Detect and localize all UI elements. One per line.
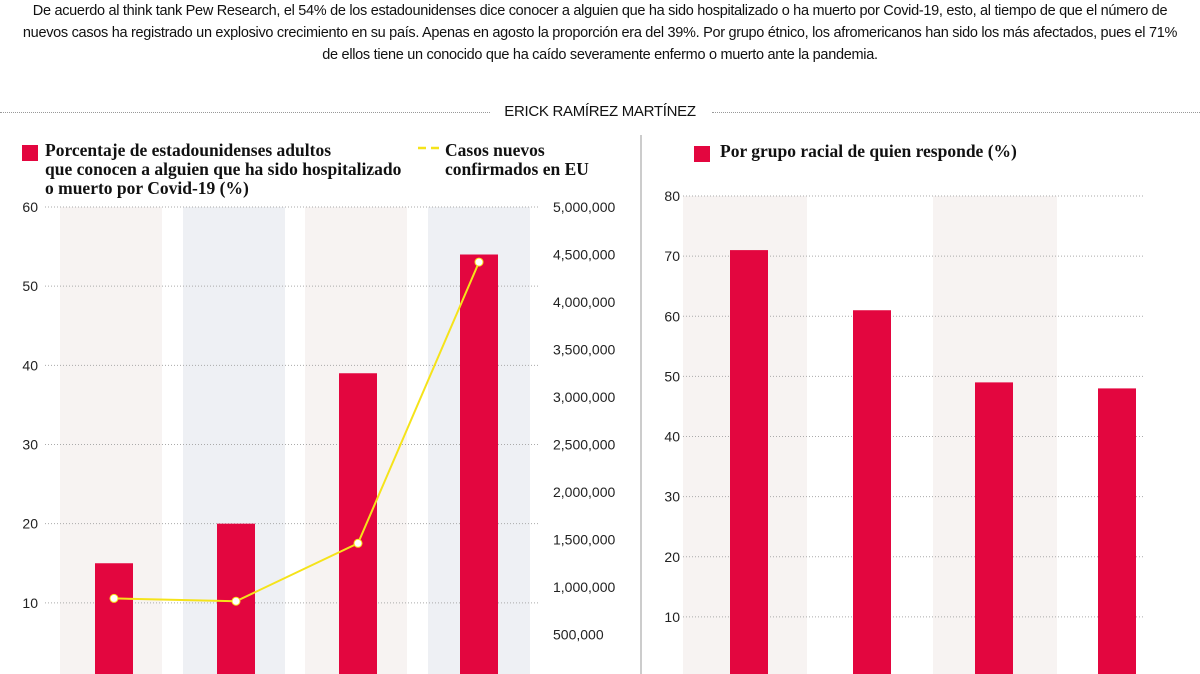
y-tick-label: 30 xyxy=(664,489,680,505)
y-tick-label: 40 xyxy=(664,429,680,445)
y-tick-label: 60 xyxy=(664,308,680,324)
bar xyxy=(1098,388,1136,674)
y-right-tick-label: 4,500,000 xyxy=(553,247,615,263)
line-point xyxy=(231,596,241,606)
y-right-tick-label: 4,000,000 xyxy=(553,294,615,310)
y-left-tick-label: 20 xyxy=(22,516,38,532)
y-left-tick-label: 60 xyxy=(22,199,38,215)
y-right-tick-label: 1,000,000 xyxy=(553,579,615,595)
y-left-tick-label: 10 xyxy=(22,595,38,611)
y-left-tick-label: 40 xyxy=(22,357,38,373)
y-right-tick-label: 3,500,000 xyxy=(553,342,615,358)
y-right-tick-label: 3,000,000 xyxy=(553,389,615,405)
y-tick-label: 10 xyxy=(664,609,680,625)
y-right-tick-label: 2,500,000 xyxy=(553,437,615,453)
y-tick-label: 20 xyxy=(664,549,680,565)
y-left-tick-label: 30 xyxy=(22,437,38,453)
legend-line-line-2: confirmados en EU xyxy=(445,159,589,179)
bar xyxy=(853,310,891,674)
legend-swatch-bar xyxy=(694,146,710,162)
line-point xyxy=(353,538,363,548)
y-left-tick-label: 50 xyxy=(22,278,38,294)
y-tick-label: 50 xyxy=(664,368,680,384)
legend-swatch-bar xyxy=(22,145,38,161)
divider xyxy=(712,112,1200,113)
legend-bar-line-2: que conocen a alguien que ha sido hospit… xyxy=(45,159,402,179)
line-point xyxy=(109,593,119,603)
divider xyxy=(0,112,490,113)
bar xyxy=(975,382,1013,674)
chart-race: Por grupo racial de quien responde (%) 8… xyxy=(664,141,1145,674)
chart-cases: Porcentaje de estadounidenses adultos qu… xyxy=(22,140,615,674)
y-tick-label: 70 xyxy=(664,248,680,264)
bar xyxy=(95,563,133,674)
y-right-tick-label: 1,500,000 xyxy=(553,532,615,548)
bar xyxy=(460,254,498,674)
legend-bar-line-1: Por grupo racial de quien responde (%) xyxy=(720,141,1017,161)
bar xyxy=(339,373,377,674)
legend-bar-line-1: Porcentaje de estadounidenses adultos xyxy=(45,140,331,160)
byline: ERICK RAMÍREZ MARTÍNEZ xyxy=(504,103,696,120)
cases-line xyxy=(113,261,480,603)
line-point xyxy=(474,257,484,267)
y-right-tick-label: 5,000,000 xyxy=(553,199,615,215)
y-right-tick-label: 2,000,000 xyxy=(553,484,615,500)
legend-line-line-1: Casos nuevos xyxy=(445,140,545,160)
intro-text: De acuerdo al think tank Pew Research, e… xyxy=(22,3,1178,63)
byline-row: ERICK RAMÍREZ MARTÍNEZ xyxy=(0,101,1200,123)
y-right-tick-label: 500,000 xyxy=(553,627,604,643)
bar xyxy=(730,250,768,674)
y-tick-label: 80 xyxy=(664,188,680,204)
legend-bar-line-3: o muerto por Covid-19 (%) xyxy=(45,178,249,198)
